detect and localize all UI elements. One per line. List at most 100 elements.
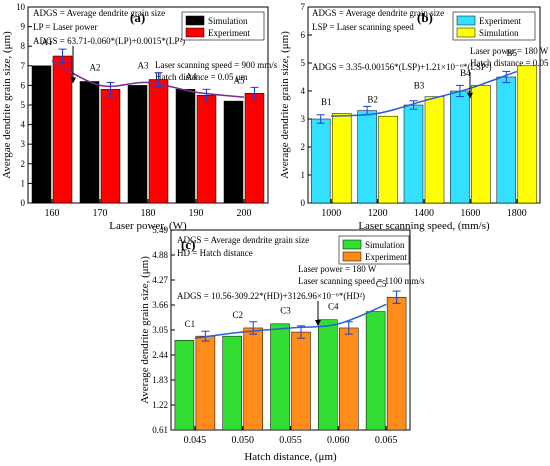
y-tick-label: 1	[21, 178, 26, 188]
bar-experiment	[52, 55, 73, 204]
bar-experiment	[291, 331, 311, 431]
bar-experiment	[244, 92, 265, 204]
point-label: C1	[185, 319, 196, 329]
y-tick-label: 4	[21, 120, 26, 130]
panel-label: (b)	[417, 10, 433, 25]
legend-label: Simulation	[479, 28, 519, 38]
point-label: B4	[460, 68, 471, 78]
bar-simulation	[471, 85, 491, 204]
y-tick-label: 0	[21, 198, 26, 208]
point-label: C5	[376, 279, 387, 289]
x-tick-label: 0.045	[184, 435, 207, 446]
annotation-text: ADGS = 3.35-0.00156*(LSP)+1.21×10⁻⁶*(LSP…	[312, 62, 492, 72]
y-tick-label: 3.05	[152, 325, 168, 335]
annotation-text: ADGS = 63.71-0.060*(LP)+0.0015*(LP²)	[33, 36, 185, 46]
y-tick-label: 0.61	[152, 425, 168, 435]
x-axis-label: Laser scanning speed, (mm/s)	[358, 220, 490, 232]
x-tick-label: 190	[189, 208, 204, 219]
point-label: B1	[321, 97, 332, 107]
x-tick-label: 0.055	[279, 435, 302, 446]
bar-simulation	[318, 319, 338, 431]
y-tick-label: 4.27	[152, 275, 168, 285]
y-tick-label: 4	[301, 86, 306, 96]
fit-curve	[331, 70, 518, 117]
x-tick-label: 0.050	[231, 435, 254, 446]
bar-simulation	[174, 339, 195, 431]
bar-experiment	[148, 79, 169, 204]
y-tick-label: 2.44	[152, 350, 168, 360]
equation-arrow-head	[315, 319, 321, 326]
annotation-text: Laser power = 180 W	[298, 264, 377, 274]
x-tick-label: 180	[141, 208, 156, 219]
x-tick-label: 170	[93, 208, 108, 219]
annotation-text: Hatch distance = 0.05 μm	[155, 72, 248, 82]
y-tick-label: 9	[21, 22, 26, 32]
x-tick-label: 1800	[507, 208, 527, 219]
y-axis-label: Average dendrite grain size, (μm)	[139, 256, 151, 404]
bar-simulation	[222, 335, 242, 431]
panel-label: (c)	[181, 237, 195, 252]
legend-swatch	[185, 27, 205, 38]
y-tick-label: 1.83	[152, 375, 168, 385]
bar-simulation	[175, 89, 196, 204]
annotation-text: Laser scanning speed = 900 mm/s	[155, 60, 278, 70]
x-axis-label: Hatch distance, (μm)	[244, 451, 337, 463]
bar-experiment	[196, 94, 217, 204]
bar-simulation	[79, 81, 100, 204]
y-tick-label: 8	[21, 41, 26, 51]
bar-simulation	[127, 85, 148, 204]
y-axis-label: Average dendrite grain size, (μm)	[279, 31, 291, 179]
chart-panel-1: 0 1 2 3 4 5 6 7 8 9 10 160 A1 170 A2 180 A3 190 A4 200 A5 ADG…	[1, 2, 278, 232]
y-tick-label: 6	[21, 80, 26, 90]
y-tick-label: 10	[16, 2, 26, 12]
legend-label: Simulation	[208, 16, 248, 26]
legend-swatch	[456, 27, 476, 38]
point-label: C3	[280, 306, 291, 316]
legend-swatch	[342, 239, 362, 250]
y-tick-label: 3	[21, 139, 26, 149]
y-tick-label: 1	[301, 170, 306, 180]
x-tick-label: 1200	[368, 208, 388, 219]
bar-simulation	[331, 113, 352, 204]
bar-experiment	[403, 104, 424, 204]
fit-curve	[51, 60, 245, 98]
bar-simulation	[517, 65, 538, 204]
bar-experiment	[339, 327, 359, 431]
chart-panel-3: 0.61 1.22 1.83 2.44 3.05 3.66 4.27 4.88 5.49 0.04…	[139, 225, 425, 463]
bar-simulation	[223, 100, 244, 204]
point-label: B3	[414, 80, 425, 90]
point-label: A5	[234, 75, 245, 85]
annotation-text: Laser power = 180 W	[470, 46, 549, 56]
equation-arrow-head	[467, 92, 473, 99]
bar-experiment	[195, 335, 216, 431]
x-axis-label: Laser power, (W)	[109, 220, 187, 232]
point-label: A4	[186, 71, 197, 81]
bar-simulation	[378, 115, 398, 204]
annotation-text: ADGS = Average dendrite grain size	[33, 8, 165, 18]
bar-simulation	[31, 65, 52, 204]
y-tick-label: 2	[21, 159, 26, 169]
bar-simulation	[270, 323, 290, 431]
annotation-text: LP = Laser power	[33, 22, 97, 32]
bar-experiment	[450, 90, 470, 204]
y-tick-label: 1.22	[152, 400, 168, 410]
y-tick-label: 3	[301, 114, 306, 124]
fit-curve	[194, 303, 387, 339]
legend-label: Experiment	[208, 28, 250, 38]
bar-experiment	[100, 89, 121, 204]
y-tick-label: 2	[301, 142, 306, 152]
annotation-text: LSP = Laser scanning speed	[312, 22, 414, 32]
y-tick-label: 5.49	[152, 225, 168, 235]
annotation-text: HD = Hatch distance	[177, 248, 253, 258]
y-axis-label: Avergae dendrite grain size, (μm)	[1, 31, 13, 179]
annotation-text: Laser scanning speed = 1100 mm/s	[298, 276, 425, 286]
y-tick-label: 0	[301, 198, 306, 208]
x-tick-label: 0.060	[327, 435, 350, 446]
legend-swatch	[185, 15, 205, 26]
bar-experiment	[310, 118, 331, 204]
legend-label: Experiment	[365, 252, 407, 262]
y-tick-label: 7	[21, 61, 26, 71]
x-tick-label: 1000	[321, 208, 341, 219]
legend-swatch	[342, 251, 362, 262]
